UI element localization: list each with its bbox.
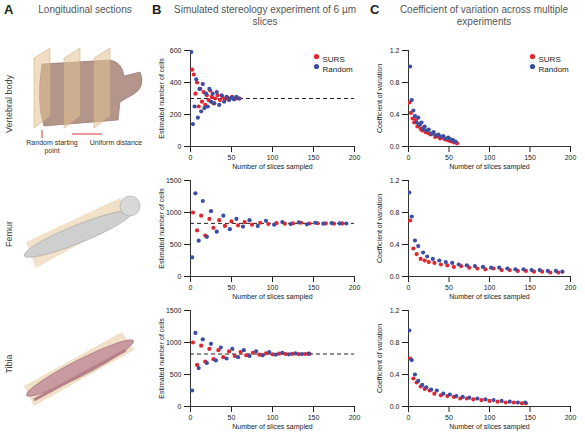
svg-text:Coefficient of variation: Coefficient of variation <box>376 64 383 133</box>
svg-text:0: 0 <box>178 403 182 410</box>
html-text:Random starting point: Random starting point <box>26 139 78 154</box>
svg-text:Number of slices sampled: Number of slices sampled <box>232 293 313 301</box>
svg-text:200: 200 <box>170 111 182 118</box>
svg-text:Femur: Femur <box>4 221 14 247</box>
svg-text:Random: Random <box>539 65 570 74</box>
svg-text:Estimated number of cells: Estimated number of cells <box>158 188 165 269</box>
svg-text:Coefficient of variation: Coefficient of variation <box>376 194 383 263</box>
svg-text:0.8: 0.8 <box>390 209 400 216</box>
svg-text:50: 50 <box>445 154 453 161</box>
svg-text:Tibia: Tibia <box>4 354 14 373</box>
svg-text:SURS: SURS <box>539 55 561 64</box>
svg-text:1500: 1500 <box>166 307 182 314</box>
svg-text:400: 400 <box>170 79 182 86</box>
svg-text:50: 50 <box>228 284 236 291</box>
svg-text:0: 0 <box>189 414 193 421</box>
svg-text:Vertebral body: Vertebral body <box>4 74 14 133</box>
svg-text:50: 50 <box>445 414 453 421</box>
svg-text:Number of slices sampled: Number of slices sampled <box>449 423 530 431</box>
svg-text:Coefficient of variation: Coefficient of variation <box>376 324 383 393</box>
svg-text:Number of slices sampled: Number of slices sampled <box>449 163 530 171</box>
svg-text:150: 150 <box>308 414 320 421</box>
svg-text:200: 200 <box>565 154 577 161</box>
svg-text:0.8: 0.8 <box>390 339 400 346</box>
svg-text:100: 100 <box>267 284 279 291</box>
svg-text:1.2: 1.2 <box>390 307 400 314</box>
svg-text:0: 0 <box>189 154 193 161</box>
svg-text:50: 50 <box>228 154 236 161</box>
svg-text:500: 500 <box>170 371 182 378</box>
svg-text:150: 150 <box>524 154 536 161</box>
svg-text:600: 600 <box>170 47 182 54</box>
svg-text:1000: 1000 <box>166 209 182 216</box>
svg-text:200: 200 <box>565 414 577 421</box>
svg-text:100: 100 <box>484 414 496 421</box>
svg-text:0.0: 0.0 <box>390 143 400 150</box>
svg-text:0.4: 0.4 <box>390 371 400 378</box>
svg-text:200: 200 <box>565 284 577 291</box>
html-text:B: B <box>152 2 162 17</box>
svg-text:0: 0 <box>178 143 182 150</box>
svg-text:0.8: 0.8 <box>390 79 400 86</box>
svg-text:Number of slices sampled: Number of slices sampled <box>232 423 313 431</box>
svg-text:150: 150 <box>524 284 536 291</box>
svg-text:0: 0 <box>407 414 411 421</box>
svg-text:200: 200 <box>349 284 361 291</box>
svg-text:Number of slices sampled: Number of slices sampled <box>449 293 530 301</box>
svg-text:1.2: 1.2 <box>390 47 400 54</box>
html-text:A: A <box>4 2 14 17</box>
svg-text:150: 150 <box>524 414 536 421</box>
svg-text:Estimated number of cells: Estimated number of cells <box>158 58 165 139</box>
svg-text:0.4: 0.4 <box>390 241 400 248</box>
svg-text:0: 0 <box>407 284 411 291</box>
svg-text:500: 500 <box>170 241 182 248</box>
svg-text:Number of slices sampled: Number of slices sampled <box>232 163 313 171</box>
svg-text:200: 200 <box>349 154 361 161</box>
svg-text:100: 100 <box>484 154 496 161</box>
svg-text:50: 50 <box>445 284 453 291</box>
svg-text:1.2: 1.2 <box>390 177 400 184</box>
html-text:Coefficient of variation acros: Coefficient of variation across multiple… <box>399 4 569 27</box>
svg-text:100: 100 <box>267 414 279 421</box>
html-text:Longitudinal sections: Longitudinal sections <box>38 4 132 15</box>
svg-text:Estimated number of cells: Estimated number of cells <box>158 318 165 399</box>
svg-text:200: 200 <box>349 414 361 421</box>
svg-text:100: 100 <box>267 154 279 161</box>
svg-text:1000: 1000 <box>166 339 182 346</box>
svg-text:0: 0 <box>178 273 182 280</box>
svg-text:100: 100 <box>484 284 496 291</box>
svg-text:50: 50 <box>228 414 236 421</box>
svg-text:1500: 1500 <box>166 177 182 184</box>
svg-text:150: 150 <box>308 284 320 291</box>
svg-text:0.0: 0.0 <box>390 273 400 280</box>
svg-text:0.0: 0.0 <box>390 403 400 410</box>
svg-text:SURS: SURS <box>323 55 345 64</box>
svg-text:0.4: 0.4 <box>390 111 400 118</box>
svg-text:150: 150 <box>308 154 320 161</box>
svg-text:0: 0 <box>407 154 411 161</box>
html-text:Simulated stereology experimen: Simulated stereology experiment of 6 µm … <box>174 4 356 27</box>
svg-text:Random: Random <box>323 65 354 74</box>
html-text:C: C <box>370 2 380 17</box>
html-text:Uniform distance: Uniform distance <box>89 139 143 146</box>
svg-text:0: 0 <box>189 284 193 291</box>
